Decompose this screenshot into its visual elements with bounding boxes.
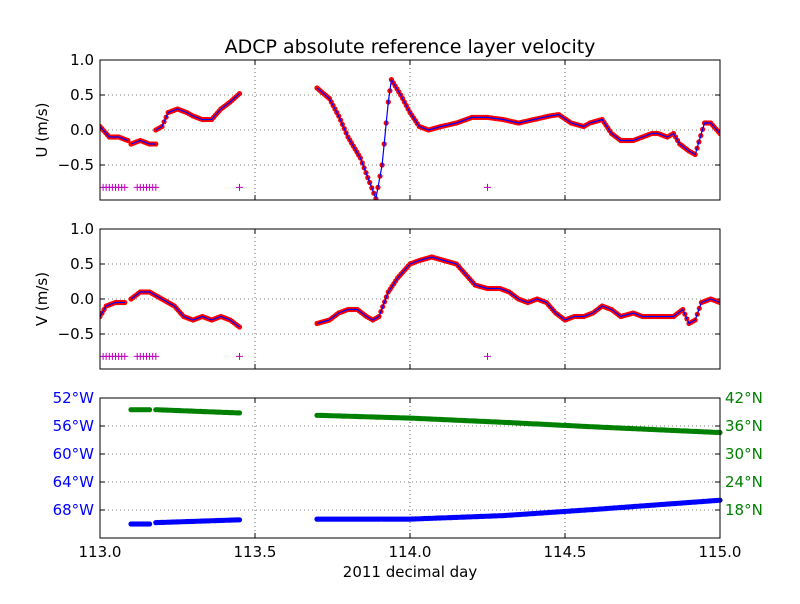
x-axis-label: 2011 decimal day: [343, 563, 478, 581]
lon-tick-label: 64°W: [53, 473, 95, 491]
lat-tick-label: 18°N: [725, 501, 763, 519]
v-series-line: [130, 291, 240, 328]
u-y-tick-label: −0.5: [58, 156, 94, 174]
longitude-point: [236, 517, 243, 523]
u-series: [100, 77, 720, 200]
chart-title: ADCP absolute reference layer velocity: [225, 36, 596, 58]
longitude-point: [147, 521, 153, 527]
u-y-tick-label: 0.5: [70, 86, 94, 104]
lon-tick-label: 60°W: [53, 445, 95, 463]
v-series: [100, 254, 720, 360]
lat-tick-label: 36°N: [725, 417, 763, 435]
u-flag-marker: [121, 183, 129, 191]
u-flag-marker: [152, 183, 160, 191]
lat-tick-label: 30°N: [725, 445, 763, 463]
u-flag-marker: [236, 183, 243, 191]
v-series-line: [316, 256, 720, 325]
position-panel: 52°W 56°W 60°W 64°W 68°W 42°N 36°N 30°N 24°N 18°N…: [53, 389, 763, 561]
u-series-line: [155, 93, 240, 131]
lon-tick-label: 68°W: [53, 501, 95, 519]
v-velocity-panel: −0.5 0.0 0.5 1.0 V (m/s): [33, 220, 721, 370]
pos-frame: [99, 397, 721, 539]
u-frame: [99, 59, 721, 201]
v-y-tick-label: 1.0: [70, 220, 94, 238]
lat-tick-label: 24°N: [725, 473, 763, 491]
u-y-tick-label: 1.0: [70, 51, 94, 69]
v-flag-marker: [484, 352, 491, 360]
v-flag-marker: [236, 352, 243, 360]
v-frame: [99, 228, 721, 370]
lon-tick-label: 56°W: [53, 417, 95, 435]
v-y-axis-label: V (m/s): [33, 272, 51, 326]
lon-tick-label: 52°W: [53, 389, 95, 407]
v-y-tick-label: 0.5: [70, 255, 94, 273]
u-series-line: [316, 77, 720, 200]
x-tick-label: 113.5: [234, 543, 277, 561]
latitude-point: [236, 410, 243, 416]
u-y-axis-label: U (m/s): [33, 103, 51, 158]
x-tick-label: 113.0: [79, 543, 122, 561]
latitude-point: [147, 407, 153, 413]
lat-tick-label: 42°N: [725, 389, 763, 407]
x-tick-label: 114.5: [544, 543, 587, 561]
v-flag-marker: [121, 352, 129, 360]
x-tick-label: 114.0: [389, 543, 432, 561]
v-series-line: [100, 301, 125, 317]
u-flag-marker: [484, 183, 491, 191]
x-tick-label: 115.0: [699, 543, 742, 561]
u-series-line: [130, 139, 156, 145]
v-y-tick-label: −0.5: [58, 325, 94, 343]
v-flag-marker: [152, 352, 160, 360]
u-series-line: [100, 126, 129, 142]
v-y-tick-label: 0.0: [70, 290, 94, 308]
u-velocity-panel: −0.5 0.0 0.5 1.0 U (m/s): [33, 51, 721, 201]
u-y-tick-label: 0.0: [70, 121, 94, 139]
